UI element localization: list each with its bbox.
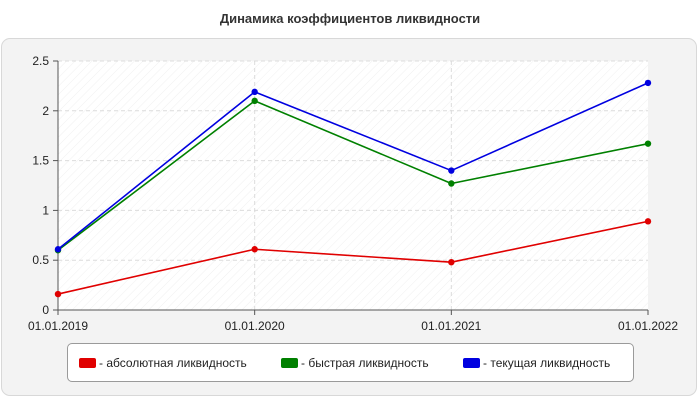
y-tick-label: 0: [42, 303, 49, 317]
data-point: [54, 290, 62, 298]
data-point: [251, 88, 258, 96]
grid: [58, 60, 648, 310]
series-lines: [54, 79, 652, 298]
y-tick-label: 1.5: [32, 154, 49, 168]
data-point: [644, 218, 652, 225]
legend-swatch-green: [281, 358, 298, 368]
x-tick-label: 01.01.2020: [225, 319, 285, 333]
plot-area: [58, 61, 648, 310]
legend-swatch-red: [79, 358, 96, 368]
chart-title: Динамика коэффициентов ликвидности: [219, 11, 481, 26]
legend-label: - быстрая ликвидность: [301, 356, 429, 370]
series-line-2: [57, 82, 649, 250]
x-tick-label: 01.01.2019: [28, 319, 88, 333]
x-tick-label: 01.01.2021: [421, 319, 481, 333]
data-point: [448, 180, 455, 187]
legend-item-quick-liquidity: - быстрая ликвидность: [281, 356, 429, 370]
data-point: [644, 140, 652, 147]
y-tick-label: 2: [42, 104, 49, 118]
data-point: [448, 258, 455, 266]
legend-item-absolute-liquidity: - абсолютная ликвидность: [79, 356, 247, 370]
legend-swatch-blue: [463, 358, 480, 368]
y-tick-label: 1: [42, 203, 49, 217]
data-point: [54, 246, 62, 253]
data-point: [448, 167, 455, 174]
data-point: [644, 79, 652, 87]
series-line-1: [57, 100, 649, 251]
series-line-0: [57, 220, 649, 295]
legend-item-current-liquidity: - текущая ликвидность: [463, 356, 610, 370]
legend: - абсолютная ликвидность - быстрая ликви…: [67, 343, 634, 382]
axes: 0 0.5 1 1.5 2 2.5 01.01.2019 01.01.2020 01.01.20…: [28, 54, 678, 333]
data-point: [251, 246, 258, 253]
data-point: [251, 97, 258, 105]
y-tick-label: 0.5: [32, 253, 49, 267]
legend-label: - абсолютная ликвидность: [99, 356, 247, 370]
legend-label: - текущая ликвидность: [483, 356, 611, 370]
y-tick-label: 2.5: [32, 54, 49, 68]
x-tick-label: 01.01.2022: [618, 319, 678, 333]
